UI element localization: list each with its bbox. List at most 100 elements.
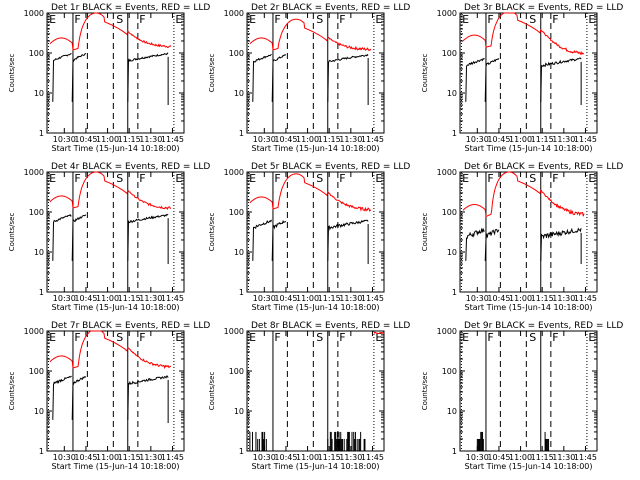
y-tick-label: 100 xyxy=(229,208,244,217)
y-tick-label: 100 xyxy=(229,49,244,58)
y-tick-label: 10 xyxy=(34,89,44,98)
panel-title: Det 2r BLACK = Events, RED = LLD xyxy=(251,3,410,13)
y-tick-label: 1 xyxy=(39,447,44,456)
x-tick-label: 11:30 xyxy=(552,135,575,144)
y-axis-label: Counts/sec xyxy=(208,54,216,93)
y-axis-label: Counts/sec xyxy=(421,54,429,93)
y-axis-label: Counts/sec xyxy=(421,213,429,252)
region-label: F xyxy=(487,172,493,185)
x-axis-label: Start Time (15-Jun-14 10:18:00) xyxy=(52,303,180,312)
panel-title: Det 3r BLACK = Events, RED = LLD xyxy=(464,3,623,13)
x-tick-label: 11:00 xyxy=(296,294,319,303)
region-label: S xyxy=(529,331,536,344)
x-tick-label: 11:00 xyxy=(509,135,532,144)
events-series-line xyxy=(252,219,272,261)
y-axis-label: Counts/sec xyxy=(8,54,16,93)
panel-det-8: Det 8r BLACK = Events, RED = LLD 1 10 100 10… xyxy=(208,321,410,471)
events-series-line xyxy=(252,53,272,102)
region-label: S xyxy=(116,13,123,26)
region-label: F xyxy=(339,13,345,26)
x-tick-label: 11:15 xyxy=(318,135,341,144)
panel-det-1: Det 1r BLACK = Events, RED = LLD 1 10 100 10… xyxy=(8,3,210,153)
y-tick-label: 1000 xyxy=(437,327,457,336)
events-series-line xyxy=(271,219,287,261)
events-series-line xyxy=(271,54,287,102)
y-tick-label: 1 xyxy=(39,129,44,138)
x-tick-label: 10:45 xyxy=(487,135,510,144)
y-tick-label: 100 xyxy=(29,49,44,58)
y-tick-label: 100 xyxy=(442,49,457,58)
region-label: E xyxy=(249,172,256,185)
x-tick-label: 11:45 xyxy=(574,294,597,303)
x-tick-label: 11:30 xyxy=(552,453,575,462)
x-axis-label: Start Time (15-Jun-14 10:18:00) xyxy=(465,144,593,153)
events-series-line xyxy=(465,227,485,261)
x-tick-label: 11:30 xyxy=(139,294,162,303)
y-tick-label: 1000 xyxy=(437,9,457,18)
panel-det-6: Det 6r BLACK = Events, RED = LLD 1 10 100 10… xyxy=(421,162,623,312)
x-tick-label: 11:30 xyxy=(552,294,575,303)
x-tick-label: 10:30 xyxy=(466,135,489,144)
region-label: F xyxy=(139,172,145,185)
region-label: E xyxy=(588,331,595,344)
lld-series-line xyxy=(462,12,584,56)
y-tick-label: 10 xyxy=(447,248,457,257)
y-tick-label: 1 xyxy=(452,129,457,138)
x-tick-label: 11:30 xyxy=(139,135,162,144)
plot-frame xyxy=(459,330,598,452)
region-label: F xyxy=(552,331,558,344)
y-tick-label: 10 xyxy=(447,89,457,98)
x-tick-label: 10:45 xyxy=(487,294,510,303)
x-tick-label: 10:45 xyxy=(274,453,297,462)
x-tick-label: 10:30 xyxy=(53,135,76,144)
region-label: E xyxy=(49,172,56,185)
region-label: E xyxy=(249,331,256,344)
x-tick-label: 11:00 xyxy=(96,453,119,462)
x-tick-label: 10:45 xyxy=(487,453,510,462)
y-tick-label: 100 xyxy=(29,208,44,217)
region-label: E xyxy=(375,172,382,185)
region-label: S xyxy=(316,331,323,344)
x-tick-label: 11:45 xyxy=(574,135,597,144)
x-tick-label: 11:15 xyxy=(531,294,554,303)
events-series-line xyxy=(465,57,485,102)
y-tick-label: 10 xyxy=(34,248,44,257)
region-label: F xyxy=(339,331,345,344)
region-label: F xyxy=(139,331,145,344)
x-axis-label: Start Time (15-Jun-14 10:18:00) xyxy=(52,144,180,153)
x-tick-label: 11:00 xyxy=(296,135,319,144)
x-tick-label: 10:30 xyxy=(53,453,76,462)
x-tick-label: 11:30 xyxy=(339,453,362,462)
x-tick-label: 11:45 xyxy=(574,453,597,462)
plot-frame xyxy=(246,12,385,134)
x-tick-label: 11:00 xyxy=(509,453,532,462)
events-series-line xyxy=(71,52,87,102)
panel-title: Det 7r BLACK = Events, RED = LLD xyxy=(51,321,210,331)
y-tick-label: 1000 xyxy=(24,168,44,177)
region-label: S xyxy=(316,172,323,185)
x-tick-label: 10:45 xyxy=(74,453,97,462)
x-tick-label: 11:45 xyxy=(361,294,384,303)
x-axis-label: Start Time (15-Jun-14 10:18:00) xyxy=(252,303,380,312)
events-series-line xyxy=(484,228,500,261)
region-label: E xyxy=(49,13,56,26)
region-label: F xyxy=(274,172,280,185)
y-tick-label: 100 xyxy=(442,208,457,217)
region-label: E xyxy=(375,13,382,26)
x-tick-label: 11:00 xyxy=(96,135,119,144)
region-label: F xyxy=(552,13,558,26)
region-label: F xyxy=(487,13,493,26)
region-label: E xyxy=(462,331,469,344)
y-tick-label: 1000 xyxy=(224,9,244,18)
lld-series-line xyxy=(373,331,385,335)
lld-series-line xyxy=(462,171,585,218)
panel-det-4: Det 4r BLACK = Events, RED = LLD 1 10 100 10… xyxy=(8,162,210,312)
x-tick-label: 10:45 xyxy=(74,294,97,303)
region-label: F xyxy=(74,331,80,344)
x-tick-label: 10:30 xyxy=(253,294,276,303)
y-tick-label: 1000 xyxy=(437,168,457,177)
region-label: E xyxy=(375,331,382,344)
region-label: F xyxy=(139,13,145,26)
region-label: E xyxy=(175,331,182,344)
plot-frame xyxy=(46,12,185,134)
